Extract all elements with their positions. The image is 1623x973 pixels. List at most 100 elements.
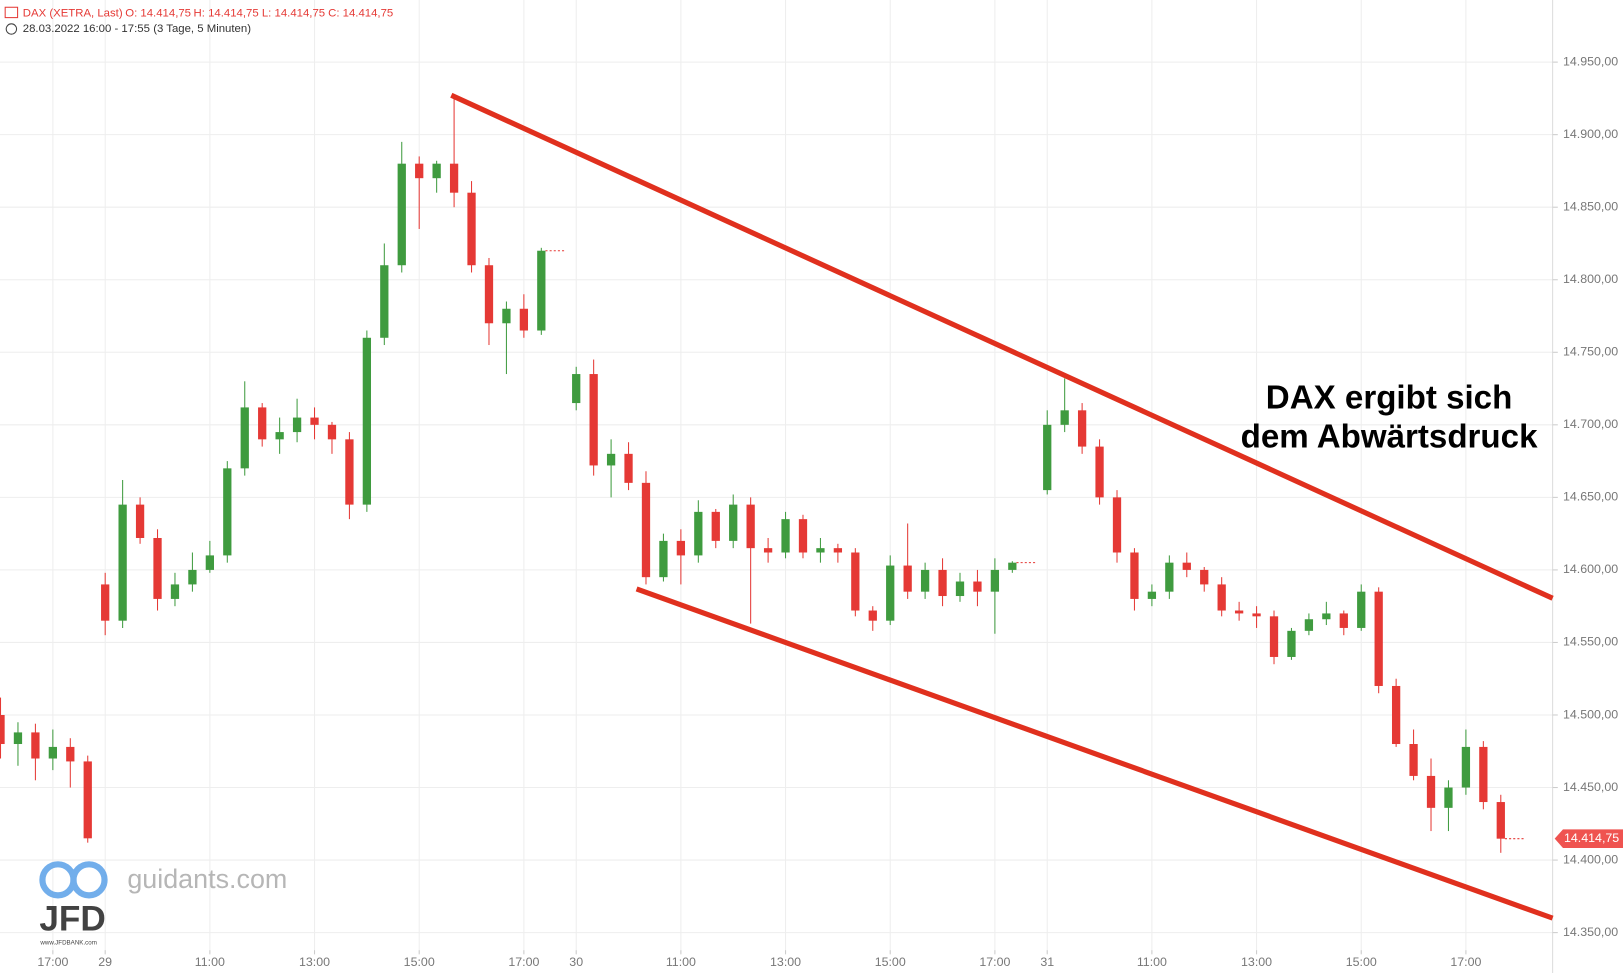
candle-body bbox=[397, 163, 406, 266]
candle-body bbox=[1426, 775, 1436, 808]
x-tick-label: 15:00 bbox=[875, 955, 906, 969]
candle-body bbox=[711, 511, 720, 541]
candle-body bbox=[1008, 562, 1017, 570]
candle-body bbox=[13, 732, 23, 745]
candle-body bbox=[48, 746, 57, 759]
candle-body bbox=[641, 482, 651, 578]
candle-body bbox=[502, 308, 511, 324]
last-price-label: 14.414,75 bbox=[1564, 831, 1619, 845]
annotation: dem Abwärtsdruck bbox=[1241, 419, 1538, 456]
instrument: DAX (XETRA, Last) bbox=[23, 7, 123, 19]
chart-icon bbox=[4, 6, 19, 19]
candle-body bbox=[118, 504, 127, 621]
candle-body bbox=[275, 432, 284, 440]
candle-body bbox=[606, 453, 616, 466]
y-tick-label: 14.950,00 bbox=[1563, 54, 1618, 68]
candle-body bbox=[729, 504, 738, 541]
y-tick-label: 14.600,00 bbox=[1563, 562, 1618, 576]
period: 28.03.2022 16:00 - 17:55 bbox=[23, 23, 150, 35]
candle-body bbox=[694, 511, 703, 556]
candle-body bbox=[1234, 610, 1244, 614]
grid bbox=[0, 0, 1553, 954]
ohlc-low: L: 14.414,75 bbox=[262, 7, 325, 19]
candle-body bbox=[345, 439, 354, 505]
candle-body bbox=[83, 761, 92, 839]
candle-body bbox=[415, 163, 424, 179]
x-tick-label: 17:00 bbox=[508, 955, 539, 969]
candle-body bbox=[1374, 591, 1383, 686]
candle-body bbox=[1147, 591, 1157, 599]
y-tick-label: 14.500,00 bbox=[1563, 707, 1618, 721]
candle-body bbox=[519, 308, 529, 331]
y-tick-label: 14.850,00 bbox=[1563, 199, 1618, 213]
candle-body bbox=[1304, 619, 1314, 631]
x-tick-label: 11:00 bbox=[666, 955, 696, 969]
candle-body bbox=[676, 540, 686, 556]
watermark-brand: JFD bbox=[39, 900, 105, 939]
candle-body bbox=[763, 548, 773, 553]
candle-body bbox=[0, 714, 5, 745]
candle-body bbox=[1269, 616, 1279, 657]
candle-body bbox=[31, 732, 40, 759]
y-tick-label: 14.650,00 bbox=[1563, 490, 1618, 504]
candle-body bbox=[903, 565, 912, 592]
candle-body bbox=[938, 569, 947, 597]
candle-body bbox=[659, 540, 668, 578]
y-tick-label: 14.400,00 bbox=[1563, 852, 1618, 866]
y-tick-label: 14.700,00 bbox=[1563, 417, 1618, 431]
candle-body bbox=[258, 407, 267, 440]
y-tick-label: 14.750,00 bbox=[1563, 345, 1618, 359]
clock-icon bbox=[5, 23, 18, 35]
x-tick-label: 17:00 bbox=[979, 955, 1010, 969]
x-tick-label: 30 bbox=[569, 955, 583, 969]
x-tick-label: 17:00 bbox=[37, 955, 68, 969]
candle-body bbox=[1444, 787, 1453, 808]
header: DAX (XETRA, Last) O: 14.414,75 H: 14.414… bbox=[4, 6, 393, 35]
candle-body bbox=[240, 407, 249, 469]
x-tick-label: 15:00 bbox=[1346, 955, 1377, 969]
candle-body bbox=[449, 163, 459, 193]
candle-body bbox=[1496, 802, 1505, 839]
watermark: guidants.com JFD www.JFDBANK.com bbox=[39, 861, 287, 947]
candle-body bbox=[1461, 746, 1471, 788]
candle-body bbox=[310, 417, 319, 425]
candle-body bbox=[362, 337, 372, 505]
y-tick-label: 14.900,00 bbox=[1563, 127, 1618, 141]
candle-body bbox=[781, 519, 790, 553]
candle-body bbox=[990, 569, 1000, 592]
candle-body bbox=[973, 581, 982, 592]
candle-body bbox=[1077, 410, 1087, 447]
candle-body bbox=[1357, 591, 1366, 628]
annotation: DAX ergibt sich bbox=[1266, 379, 1513, 416]
last-price-badge bbox=[1554, 829, 1623, 848]
candle-body bbox=[380, 265, 389, 338]
x-tick-label: 17:00 bbox=[1450, 955, 1481, 969]
y-tick-label: 14.450,00 bbox=[1563, 780, 1618, 794]
y-tick-label: 14.550,00 bbox=[1563, 635, 1618, 649]
candle-body bbox=[537, 250, 546, 331]
candle-body bbox=[432, 163, 441, 179]
candle-body bbox=[188, 569, 197, 585]
candles bbox=[0, 98, 1524, 853]
candle-body bbox=[292, 417, 302, 433]
x-tick-label: 13:00 bbox=[1241, 955, 1272, 969]
range: (3 Tage, 5 Minuten) bbox=[153, 23, 251, 35]
candle-body bbox=[1479, 746, 1488, 803]
candle-body bbox=[886, 565, 895, 621]
candle-body bbox=[816, 548, 825, 553]
candle-body bbox=[1339, 613, 1348, 628]
x-tick-label: 13:00 bbox=[299, 955, 330, 969]
channel-lower bbox=[635, 586, 1554, 921]
candle-body bbox=[101, 584, 110, 621]
candle-body bbox=[1200, 569, 1209, 585]
candle-body bbox=[851, 552, 860, 611]
candle-body bbox=[920, 569, 930, 592]
ohlc-high: H: 14.414,75 bbox=[194, 7, 259, 19]
candle-body bbox=[467, 192, 476, 266]
candle-body bbox=[1409, 744, 1418, 776]
candle-body bbox=[484, 265, 494, 324]
candle-body bbox=[1287, 630, 1296, 657]
candle-body bbox=[798, 519, 808, 553]
candle-body bbox=[1130, 552, 1139, 599]
